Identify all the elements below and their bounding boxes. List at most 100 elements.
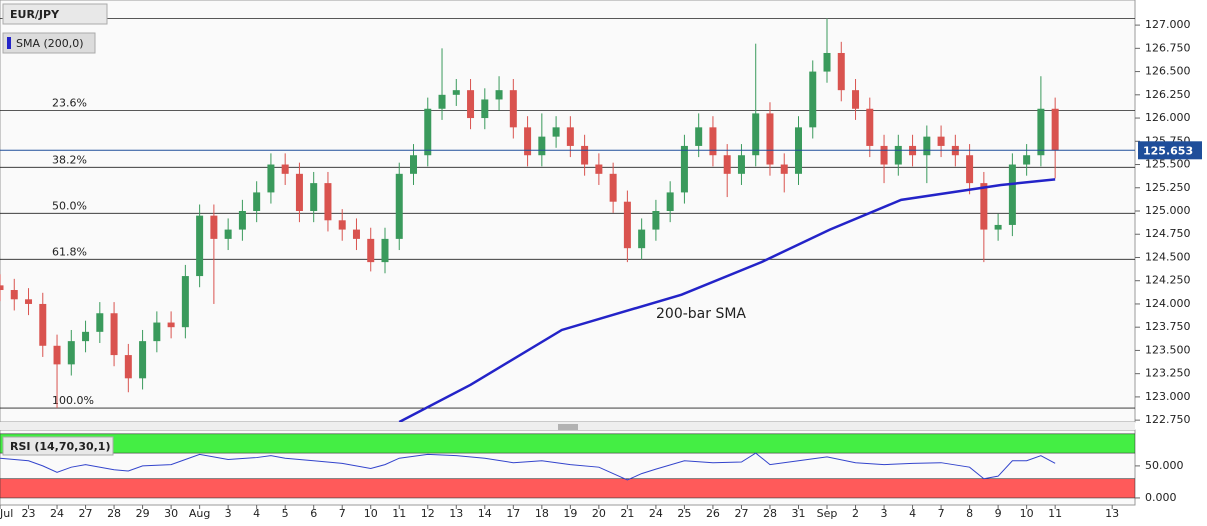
candle-body [880,145,888,165]
y-tick-label: 125.250 [1145,181,1191,194]
candle-body [638,229,646,249]
candle-body [652,211,660,230]
axes: 122.750 123.000 123.250 123.500 123.750 124.0… [0,18,1202,520]
x-tick-label: 24 [649,507,663,520]
y-tick-label: 124.250 [1145,274,1191,287]
x-tick-label: 13 [449,507,463,520]
candle-body [281,164,289,174]
x-tick-label: Sep [817,507,838,520]
candle-body [167,322,175,328]
candle-body [609,173,617,202]
candle-body [866,108,874,146]
x-tick-label: 4 [253,507,260,520]
price-panel [0,0,1136,423]
candle-body [1037,108,1045,156]
sma-box[interactable] [2,32,96,54]
x-tick-label: 14 [478,507,492,520]
y-tick-label: 126.500 [1145,65,1191,78]
y-tick-label: 123.750 [1145,320,1191,333]
candle-body [124,355,132,379]
candle-body [581,145,589,165]
y-tick-label: 123.000 [1145,390,1191,403]
candle-body [894,145,902,165]
candle-body [0,285,4,291]
candle-body [680,145,688,193]
y-tick-label: 123.500 [1145,343,1191,356]
x-tick-label: 24 [50,507,64,520]
candle-body [196,215,204,277]
x-tick-label: 7 [339,507,346,520]
candle-body [837,52,845,91]
candle-body [267,164,275,193]
rsi-band [0,433,1135,454]
x-tick-label: 10 [364,507,378,520]
y-tick-label: 124.500 [1145,250,1191,263]
rsi-line [0,452,1056,481]
candle-body [937,136,945,146]
candle-body [367,238,375,263]
x-tick-label: 27 [79,507,93,520]
candle-body [139,341,147,379]
fib-label: 100.0% [52,394,94,407]
x-tick-label: 19 [563,507,577,520]
candle-body [595,164,603,174]
candle-body [723,155,731,174]
candle-body [452,90,460,95]
y-tick-label: 125.500 [1145,158,1191,171]
x-tick-label: 13 [1105,507,1119,520]
candle-body [253,192,261,211]
rsi-band [0,478,1135,499]
x-tick-label: Jul [0,507,13,520]
candle-body [10,290,18,300]
y-tick-label: 127.000 [1145,18,1191,31]
candle-body [509,90,517,128]
candle-body [823,52,831,72]
y-tick-label: 0.000 [1145,491,1177,504]
x-tick-label: 26 [706,507,720,520]
candle-body [752,113,760,156]
y-tick-label: 124.000 [1145,297,1191,310]
candle-body [666,192,674,211]
candle-body [766,113,774,165]
candle-body [538,136,546,156]
candle-body [39,303,47,346]
candle-body [709,127,717,156]
x-tick-label: 20 [592,507,606,520]
x-tick-label: 29 [136,507,150,520]
candle-body [495,90,503,100]
symbol-title: EUR/JPY [10,8,60,21]
candle-body [67,341,75,365]
x-tick-label: 9 [995,507,1002,520]
candle-body [295,173,303,211]
annotation: 200-bar SMA [656,306,746,322]
rsi-box[interactable] [2,436,114,456]
rsi-title: RSI (14,70,30,1) [10,440,110,453]
x-tick-label: 28 [107,507,121,520]
last-price-box [1138,141,1202,160]
last-price-label: 125.653 [1143,144,1193,157]
candle-body [467,90,475,119]
candle-body [737,155,745,174]
candle-body [623,201,631,249]
x-tick-label: 11 [1048,507,1062,520]
x-tick-label: 17 [506,507,520,520]
candle-body [381,238,389,263]
x-tick-label: 30 [164,507,178,520]
symbol-box[interactable] [2,3,108,25]
candle-body [438,94,446,109]
candle-body [1051,108,1059,151]
y-tick-label: 123.250 [1145,367,1191,380]
candle-body [966,155,974,184]
panel-separator[interactable] [0,422,1135,430]
x-tick-label: 18 [535,507,549,520]
candle-body [980,183,988,230]
sma-legend: SMA (200,0) [16,37,84,50]
drag-handle[interactable] [558,424,578,430]
candle-body [809,71,817,128]
candle-body [566,127,574,146]
candle-body [1008,164,1016,225]
price-layer [0,18,1135,422]
x-tick-label: 3 [881,507,888,520]
x-tick-label: 6 [310,507,317,520]
y-tick-label: 122.750 [1145,413,1191,426]
